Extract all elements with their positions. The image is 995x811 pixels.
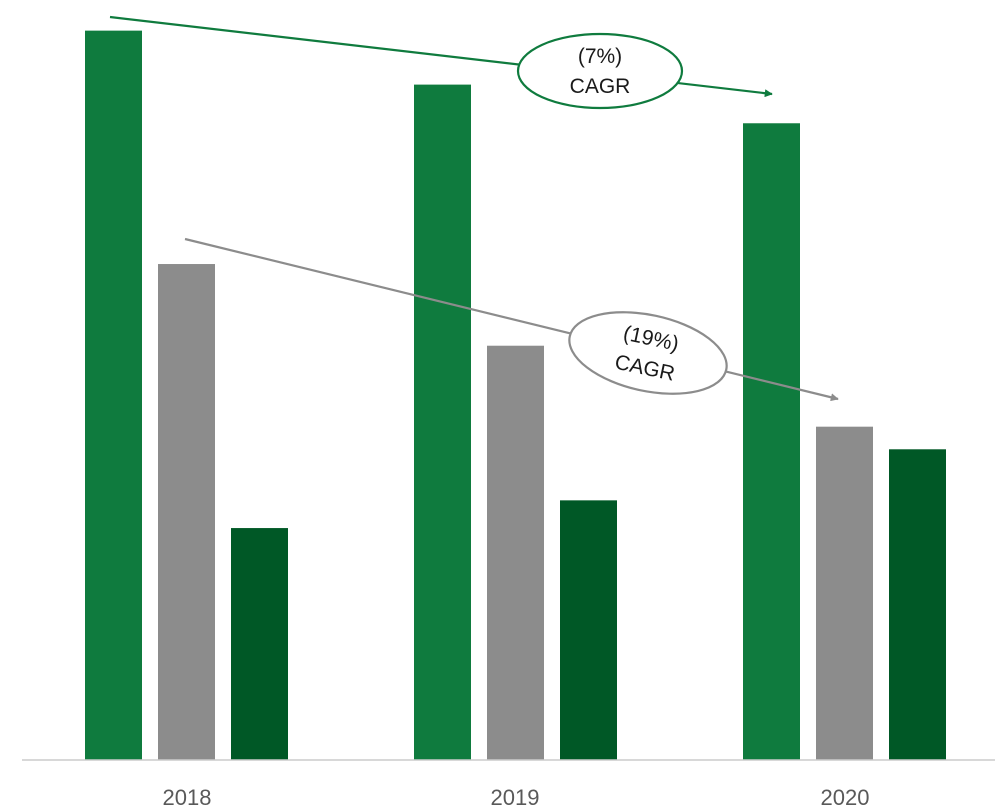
bar-2020-series-3 [889,449,946,760]
x-tick-2020: 2020 [821,785,870,810]
cagr-annotation-green: (7%) CAGR [109,15,773,110]
cagr-annotation-gray: (19%) CAGR [184,237,839,402]
bar-2018-series-1 [85,30,142,760]
cagr-ellipse-green [516,32,684,110]
x-tick-2019: 2019 [491,785,540,810]
bar-2019-series-2 [487,345,544,760]
bar-2020-series-2 [816,426,873,760]
x-tick-2018: 2018 [163,785,212,810]
bar-2018-series-3 [231,528,288,760]
cagr-green-label: CAGR [570,75,631,98]
bar-2019-series-1 [414,84,471,761]
bar-2020-series-1 [743,123,800,761]
cagr-arrow-gray [184,237,839,402]
bars-group [85,30,946,761]
bar-2019-series-3 [560,500,617,760]
x-tick-labels: 2018 2019 2020 [163,785,870,810]
cagr-ellipse-gray [568,311,728,395]
cagr-green-value: (7%) [578,45,622,68]
bar-2018-series-2 [158,264,215,760]
